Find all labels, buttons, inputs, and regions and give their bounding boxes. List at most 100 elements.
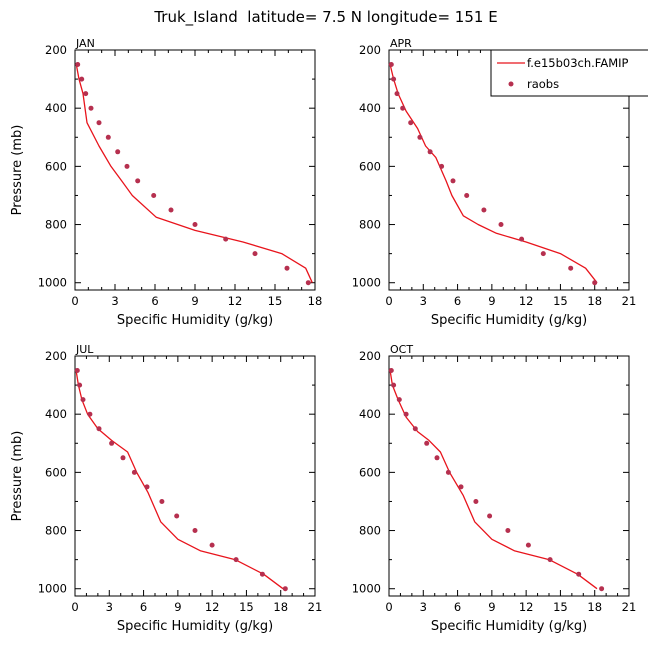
raobs-point — [412, 426, 418, 432]
y-tick-label: 200 — [359, 43, 381, 57]
y-tick-label: 800 — [45, 218, 67, 232]
raobs-point — [74, 368, 80, 373]
x-tick-label: 18 — [308, 294, 323, 308]
raobs-point — [424, 440, 430, 446]
raobs-point — [445, 469, 451, 475]
raobs-point — [284, 265, 290, 271]
y-tick-label: 200 — [359, 349, 381, 363]
y-tick-label: 1000 — [352, 582, 381, 596]
x-tick-label: 3 — [420, 600, 427, 614]
x-axis-label: Specific Humidity (g/kg) — [117, 313, 273, 328]
raobs-point — [400, 105, 406, 111]
y-tick-label: 1000 — [352, 276, 381, 290]
raobs-point — [487, 513, 493, 519]
raobs-point — [88, 105, 94, 111]
raobs-point — [439, 163, 445, 169]
y-tick-label: 200 — [45, 349, 67, 363]
y-tick-label: 400 — [359, 101, 381, 115]
y-tick-label: 400 — [45, 101, 67, 115]
raobs-point — [77, 382, 83, 388]
raobs-point — [96, 120, 102, 126]
x-axis-label: Specific Humidity (g/kg) — [431, 619, 587, 634]
raobs-point — [79, 76, 85, 82]
x-tick-label: 0 — [385, 600, 392, 614]
model-profile-line — [389, 64, 598, 284]
x-tick-label: 6 — [454, 600, 461, 614]
raobs-point — [168, 207, 174, 213]
x-tick-label: 6 — [151, 294, 158, 308]
raobs-point — [592, 280, 598, 286]
panel-label: OCT — [390, 343, 413, 356]
x-tick-label: 9 — [488, 600, 495, 614]
panel-apr: 0 3 6 9 12 15 18 21 200 400 600 800 1000 APR Specific … — [352, 37, 637, 328]
x-tick-label: 12 — [205, 600, 220, 614]
legend-obs-label: raobs — [527, 77, 559, 91]
y-tick-label: 400 — [359, 407, 381, 421]
x-tick-label: 3 — [111, 294, 118, 308]
x-tick-label: 12 — [228, 294, 243, 308]
x-tick-label: 15 — [239, 600, 254, 614]
raobs-point — [144, 484, 150, 490]
y-tick-label: 1000 — [38, 276, 67, 290]
panel-jan: 0 3 6 9 12 15 18 200 400 600 800 1000 JAN Specific Hu… — [10, 37, 322, 328]
raobs-point — [75, 62, 81, 67]
legend: f.e15b03ch.FAMIP raobs — [490, 49, 648, 97]
raobs-point — [403, 411, 409, 417]
raobs-point — [388, 368, 394, 373]
raobs-point — [252, 251, 258, 257]
raobs-point — [159, 499, 165, 504]
x-tick-label: 21 — [308, 600, 323, 614]
raobs-point — [417, 134, 423, 140]
y-tick-label: 1000 — [38, 582, 67, 596]
x-tick-label: 12 — [519, 600, 534, 614]
raobs-point — [519, 236, 525, 242]
raobs-point — [87, 411, 93, 417]
plot-frame — [388, 355, 630, 597]
raobs-point — [209, 542, 215, 548]
x-tick-label: 15 — [553, 294, 568, 308]
plot-frame — [74, 49, 316, 291]
legend-model-label: f.e15b03ch.FAMIP — [527, 56, 629, 70]
raobs-point — [80, 397, 86, 403]
raobs-point — [233, 557, 239, 563]
raobs-point — [223, 236, 229, 242]
x-tick-label: 18 — [587, 600, 602, 614]
panel-jul: 0 3 6 9 12 15 18 21 200 400 600 800 1000 JUL Specific … — [10, 343, 322, 634]
figure-title: Truk_Island latitude= 7.5 N longitude= 1… — [153, 8, 497, 27]
panel-label: JUL — [75, 343, 94, 356]
x-tick-label: 21 — [622, 294, 637, 308]
raobs-point — [427, 149, 433, 155]
x-tick-label: 21 — [622, 600, 637, 614]
y-tick-label: 600 — [359, 465, 381, 479]
panel-label: JAN — [75, 37, 95, 50]
y-tick-label: 600 — [45, 159, 67, 173]
legend-obs-swatch — [508, 81, 514, 87]
x-tick-label: 12 — [519, 294, 534, 308]
raobs-point — [576, 571, 582, 577]
raobs-point — [391, 382, 397, 388]
raobs-point — [109, 440, 115, 446]
raobs-point — [458, 484, 464, 490]
legend-box — [490, 49, 648, 97]
x-tick-label: 9 — [488, 294, 495, 308]
x-axis-label: Specific Humidity (g/kg) — [431, 313, 587, 328]
y-tick-label: 600 — [359, 159, 381, 173]
raobs-point — [131, 469, 137, 475]
x-tick-label: 0 — [71, 600, 78, 614]
plot-frame — [74, 355, 316, 597]
model-profile-line — [75, 64, 313, 283]
raobs-point — [525, 542, 531, 548]
raobs-point — [115, 149, 121, 155]
y-tick-label: 800 — [359, 218, 381, 232]
raobs-point — [124, 163, 130, 169]
x-tick-label: 0 — [71, 294, 78, 308]
raobs-point — [388, 62, 394, 67]
raobs-point — [83, 91, 89, 97]
y-axis-label: Pressure (mb) — [10, 431, 25, 522]
raobs-point — [547, 557, 553, 563]
y-tick-label: 800 — [359, 524, 381, 538]
y-axis-label: Pressure (mb) — [10, 125, 25, 216]
raobs-point — [540, 251, 546, 257]
